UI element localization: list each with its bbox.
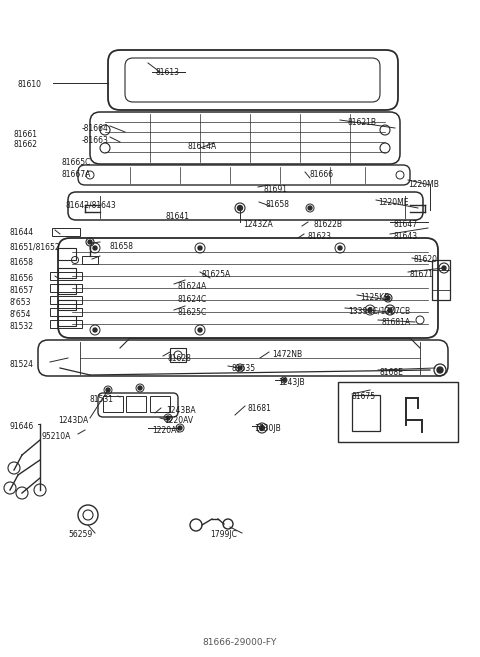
Text: 81658: 81658 xyxy=(266,200,290,209)
Text: 1339CC/1327CB: 1339CC/1327CB xyxy=(348,306,410,315)
Bar xyxy=(58,316,76,326)
Text: 81641: 81641 xyxy=(165,212,189,221)
Text: 81614A: 81614A xyxy=(188,142,217,151)
Circle shape xyxy=(166,416,170,420)
Text: 81620: 81620 xyxy=(414,255,438,264)
Text: 95210A: 95210A xyxy=(42,432,72,441)
Text: 81624C: 81624C xyxy=(178,295,207,304)
Text: 81658: 81658 xyxy=(10,258,34,267)
Text: 81657: 81657 xyxy=(10,286,34,295)
Circle shape xyxy=(178,426,182,430)
Circle shape xyxy=(138,386,142,390)
Circle shape xyxy=(308,206,312,210)
Text: 81635: 81635 xyxy=(232,364,256,373)
Text: -81664: -81664 xyxy=(82,124,109,133)
Text: 1125KB: 1125KB xyxy=(360,293,389,302)
Text: 81681A: 81681A xyxy=(382,318,411,327)
Text: -81663: -81663 xyxy=(82,136,109,145)
Bar xyxy=(126,396,146,412)
Circle shape xyxy=(238,366,242,370)
Text: 81524: 81524 xyxy=(10,360,34,369)
Text: 81662: 81662 xyxy=(14,140,38,149)
Bar xyxy=(50,272,82,280)
Text: 81621B: 81621B xyxy=(348,118,377,127)
Text: 1220AV: 1220AV xyxy=(164,416,193,425)
Text: 81691: 81691 xyxy=(264,185,288,194)
Bar xyxy=(50,308,82,316)
Text: 8'654: 8'654 xyxy=(10,310,32,319)
Bar xyxy=(150,396,170,412)
Text: 1243JB: 1243JB xyxy=(278,378,305,387)
Text: 81642/81643: 81642/81643 xyxy=(66,200,117,209)
Text: 91646: 91646 xyxy=(10,422,34,431)
Bar xyxy=(432,260,450,300)
Text: 8'653: 8'653 xyxy=(10,298,32,307)
Circle shape xyxy=(442,266,446,270)
Text: 81666: 81666 xyxy=(310,170,334,179)
Bar xyxy=(58,300,76,310)
Circle shape xyxy=(437,367,443,373)
Text: 81675: 81675 xyxy=(352,392,376,401)
Text: 81647: 81647 xyxy=(393,220,417,229)
Text: 81666-29000-FY: 81666-29000-FY xyxy=(203,638,277,647)
Text: 81625C: 81625C xyxy=(178,308,207,317)
Text: 81643: 81643 xyxy=(393,232,417,241)
Text: 81623: 81623 xyxy=(308,232,332,241)
Text: 1220ME: 1220ME xyxy=(378,198,408,207)
Bar xyxy=(52,228,80,236)
Text: 1730JB: 1730JB xyxy=(254,424,281,433)
Text: 1220MB: 1220MB xyxy=(408,180,439,189)
Circle shape xyxy=(260,426,264,430)
Text: 81610: 81610 xyxy=(18,80,42,89)
Text: 81651/81652: 81651/81652 xyxy=(10,242,60,251)
Text: 81665C: 81665C xyxy=(62,158,91,167)
Text: 1243ZA: 1243ZA xyxy=(243,220,273,229)
Text: 81624A: 81624A xyxy=(178,282,207,291)
Bar xyxy=(170,348,186,362)
Circle shape xyxy=(198,328,202,332)
Text: 81681: 81681 xyxy=(248,404,272,413)
Circle shape xyxy=(386,296,390,300)
Circle shape xyxy=(93,246,97,250)
Bar xyxy=(58,248,76,260)
Circle shape xyxy=(368,308,372,312)
Text: 81658: 81658 xyxy=(110,242,134,251)
Bar xyxy=(50,296,82,304)
Text: 81625A: 81625A xyxy=(202,270,231,279)
Text: 81531: 81531 xyxy=(90,395,114,404)
Bar xyxy=(50,284,82,292)
Text: 1243DA: 1243DA xyxy=(58,416,88,425)
Circle shape xyxy=(238,206,242,210)
Text: 8168E: 8168E xyxy=(380,368,404,377)
Text: 81622B: 81622B xyxy=(313,220,342,229)
Text: 81613: 81613 xyxy=(155,68,179,77)
Text: 81628: 81628 xyxy=(168,354,192,363)
Text: 56259: 56259 xyxy=(68,530,92,539)
Circle shape xyxy=(106,388,110,392)
Bar xyxy=(103,396,123,412)
Bar xyxy=(82,256,98,264)
Bar xyxy=(58,284,76,294)
Text: 81656: 81656 xyxy=(10,274,34,283)
Circle shape xyxy=(93,328,97,332)
Text: 1243BA: 1243BA xyxy=(166,406,196,415)
Text: 81661: 81661 xyxy=(14,130,38,139)
Text: 81671: 81671 xyxy=(410,270,434,279)
Circle shape xyxy=(283,378,286,382)
Circle shape xyxy=(88,240,92,244)
Bar xyxy=(352,395,380,431)
Circle shape xyxy=(338,246,342,250)
Bar xyxy=(50,320,82,328)
Bar xyxy=(58,268,76,278)
Circle shape xyxy=(388,308,392,312)
Text: 81667A: 81667A xyxy=(62,170,91,179)
Text: 81644: 81644 xyxy=(10,228,34,237)
Text: 81532: 81532 xyxy=(10,322,34,331)
Bar xyxy=(338,382,458,442)
Text: 1220AY: 1220AY xyxy=(152,426,180,435)
Text: 1472NB: 1472NB xyxy=(272,350,302,359)
Text: 1799JC: 1799JC xyxy=(210,530,237,539)
Circle shape xyxy=(198,246,202,250)
